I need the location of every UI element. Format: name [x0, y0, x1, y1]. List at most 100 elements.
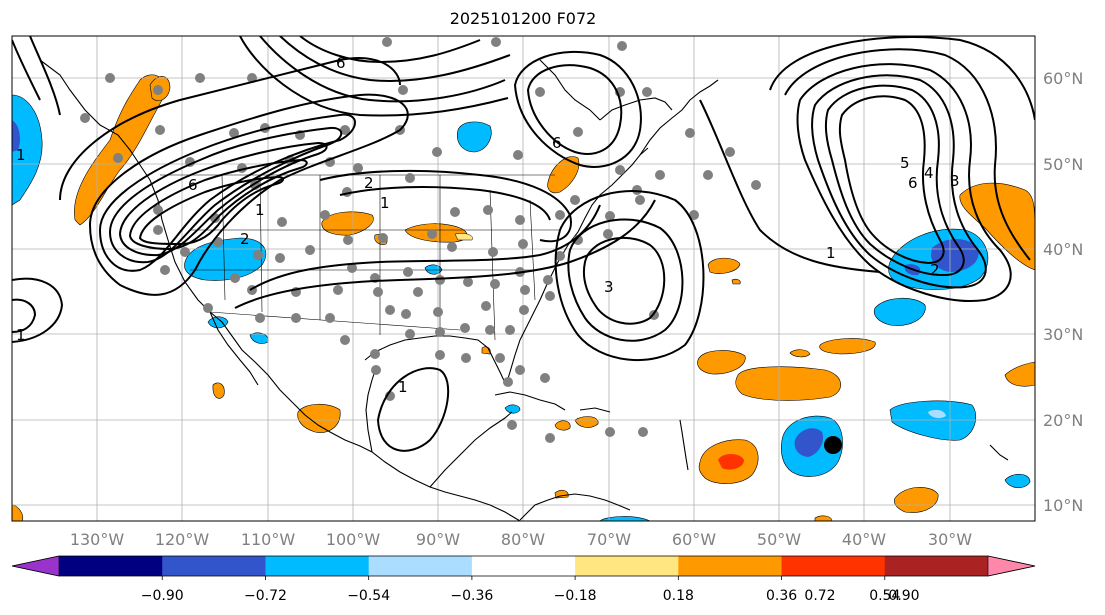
positive-anomaly-region: [12, 504, 23, 521]
lat-label: 40°N: [1043, 240, 1083, 259]
contour-label: 6: [336, 54, 346, 72]
colorbar-tick-label: 0.72: [804, 588, 835, 604]
colorbar-segment: [368, 556, 473, 576]
lat-label: 50°N: [1043, 155, 1083, 174]
lon-label: 80°W: [501, 530, 545, 549]
contour-label: 1: [16, 146, 26, 164]
negative-anomaly-region: [599, 516, 651, 521]
state-borders: [160, 174, 560, 341]
storm-center-marker: [824, 436, 842, 454]
positive-anomaly-region: [894, 487, 939, 513]
anomaly-fill-layer: [12, 74, 1035, 521]
lon-label: 100°W: [326, 530, 381, 549]
negative-anomaly-region: [889, 400, 976, 441]
negative-anomaly-region: [504, 404, 521, 414]
positive-anomaly-region: [707, 257, 741, 274]
lon-label: 110°W: [241, 530, 296, 549]
positive-anomaly-region: [959, 182, 1035, 271]
map-frame: [11, 35, 1036, 522]
positive-anomaly-region: [814, 515, 833, 521]
contour-label-layer: 6 6 2 1 2 1 6 3 1 5 4 3 6 2 1 1 1: [16, 54, 960, 396]
colorbar-tick-label: −0.18: [554, 588, 597, 604]
positive-anomaly-region: [697, 350, 746, 375]
positive-anomaly-region: [554, 420, 571, 431]
negative-anomaly-region: [1004, 473, 1031, 489]
lat-label: 30°N: [1043, 325, 1083, 344]
contour-label: 5: [900, 154, 910, 172]
contour-label: 3: [950, 172, 960, 190]
lat-label: 10°N: [1043, 496, 1083, 515]
lon-label: 50°W: [757, 530, 801, 549]
colorbar-tick-label: 0.90: [888, 588, 919, 604]
negative-anomaly-region: [873, 297, 926, 326]
negative-anomaly-region: [928, 409, 946, 419]
colorbar-segment: [59, 556, 163, 576]
colorbar-segment: [471, 556, 576, 576]
contour-label: 1: [255, 201, 265, 219]
negative-anomaly-region: [12, 120, 20, 152]
lon-label: 60°W: [672, 530, 716, 549]
positive-anomaly-region: [297, 403, 341, 433]
contour-label: 3: [604, 278, 614, 296]
lat-label: 20°N: [1043, 411, 1083, 430]
colorbar-segment: [265, 556, 370, 576]
positive-anomaly-region: [547, 156, 580, 194]
negative-anomaly-region: [794, 428, 824, 457]
colorbar-tick-label: −0.54: [347, 588, 390, 604]
contour-label: 1: [16, 326, 26, 344]
colorbar-outline: [11, 555, 1036, 577]
colorbar-segment: [781, 556, 886, 576]
lon-label: 70°W: [587, 530, 631, 549]
lon-label: 40°W: [842, 530, 886, 549]
colorbar-tick-label: 0.54: [869, 588, 900, 604]
map-title: 2025101200 F072: [449, 9, 597, 28]
positive-anomaly-region: [735, 366, 841, 401]
colorbar-segment: [575, 556, 679, 576]
contour-lines: [12, 36, 1035, 452]
contour-label: 2: [240, 230, 250, 248]
colorbar-tick-label: −0.36: [450, 588, 493, 604]
colorbar-tick-label: 0.18: [663, 588, 694, 604]
lat-label: 60°N: [1043, 69, 1083, 88]
contour-label: 6: [188, 176, 198, 194]
colorbar: [11, 555, 1036, 580]
positive-anomaly-region: [1004, 361, 1035, 387]
contour-label: 1: [380, 194, 390, 212]
negative-anomaly-region: [184, 237, 267, 281]
negative-anomaly-region: [457, 121, 492, 153]
colorbar-segment: [678, 556, 783, 576]
positive-anomaly-region: [789, 349, 811, 358]
positive-anomaly-region: [454, 233, 473, 241]
latitude-labels: 60°N 50°N 40°N 30°N 20°N 10°N: [1043, 69, 1083, 515]
lon-label: 120°W: [155, 530, 210, 549]
graticule: [12, 36, 1035, 521]
longitude-labels: 130°W 120°W 110°W 100°W 90°W 80°W 70°W 6…: [70, 530, 972, 549]
positive-anomaly-region: [731, 278, 741, 285]
lon-label: 90°W: [416, 530, 460, 549]
contour-label: 2: [930, 261, 940, 279]
positive-anomaly-region: [819, 338, 876, 355]
lon-label: 30°W: [928, 530, 972, 549]
positive-anomaly-region: [321, 211, 374, 236]
colorbar-extend-high: [987, 555, 1036, 577]
colorbar-extend-low: [11, 555, 60, 577]
contour-label: 6: [552, 134, 562, 152]
colorbar-tick-label: −0.72: [244, 588, 287, 604]
contour-label: 1: [826, 244, 836, 262]
colorbar-tick-label: −0.90: [141, 588, 184, 604]
contour-label: 2: [364, 174, 374, 192]
negative-anomaly-region: [12, 94, 43, 206]
positive-anomaly-region: [212, 382, 225, 399]
contour-label: 4: [924, 164, 934, 182]
colorbar-ticks: −0.90 −0.72 −0.54 −0.36 −0.18 0.18 0.36 …: [141, 588, 920, 604]
lon-label: 130°W: [70, 530, 125, 549]
colorbar-segment: [162, 556, 266, 576]
negative-anomaly-region: [249, 332, 269, 344]
positive-anomaly-region: [574, 416, 599, 428]
positive-anomaly-region: [718, 454, 744, 470]
negative-anomaly-region: [424, 264, 443, 275]
contour-label: 6: [908, 174, 918, 192]
coastlines: [39, 59, 1009, 521]
contour-label: 1: [398, 378, 408, 396]
